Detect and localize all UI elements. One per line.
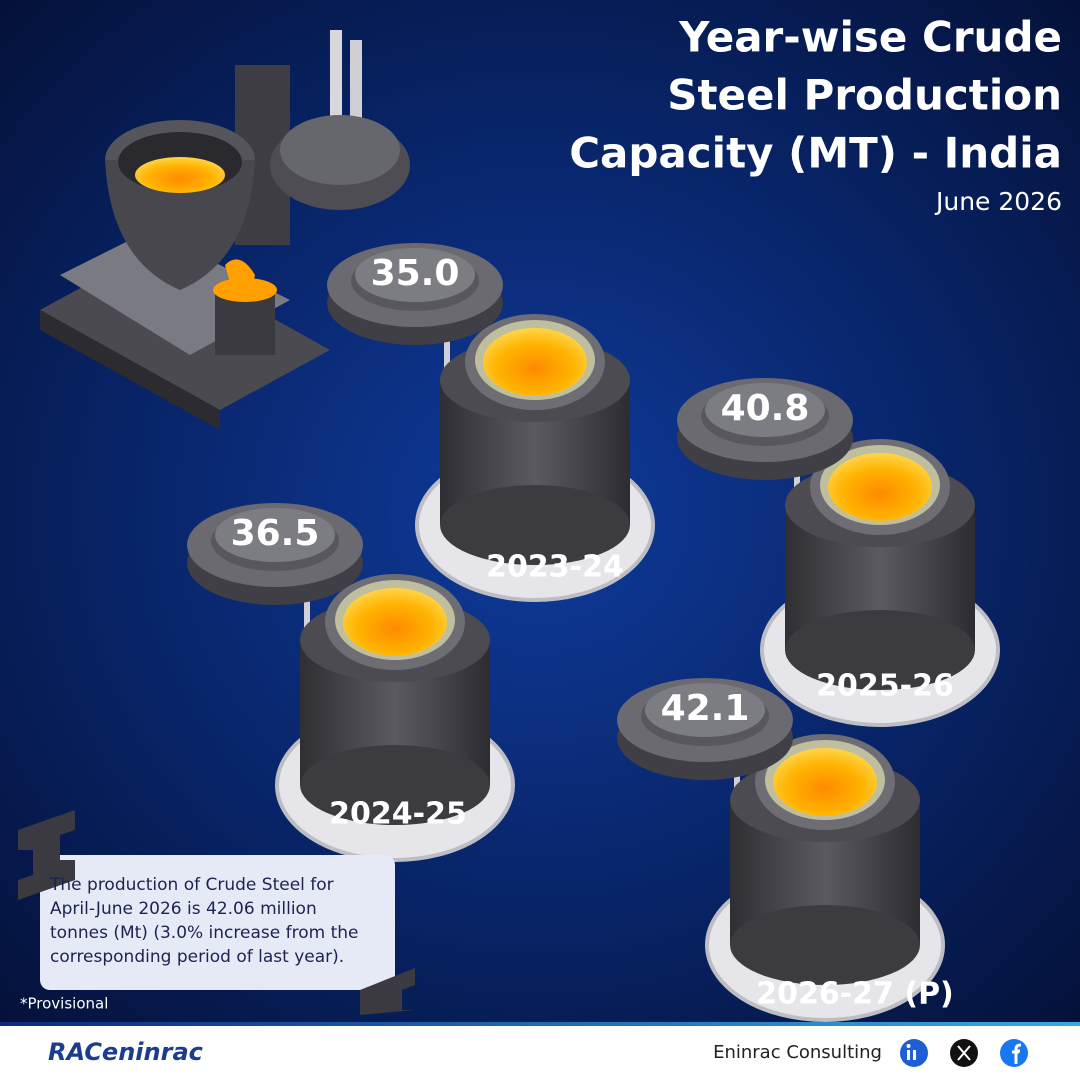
crucible: 35.0 xyxy=(327,243,655,602)
logo: RACeninrac xyxy=(48,1038,203,1066)
chart: 35.0 2023-24 36.5 2024-25 40.8 2025-26 42.1 202… xyxy=(187,243,1000,1022)
title-line: Capacity (MT) - India xyxy=(569,129,1062,178)
crucible-bottom xyxy=(440,485,630,565)
note-line: corresponding period of last year). xyxy=(50,947,344,967)
company-name: Eninrac Consulting xyxy=(713,1042,882,1063)
crucible: 42.1 xyxy=(617,678,945,1022)
subtitle: June 2026 xyxy=(934,187,1062,216)
value-label: 42.1 xyxy=(661,688,750,729)
value-label: 35.0 xyxy=(371,253,460,294)
value-label: 40.8 xyxy=(721,388,810,429)
social-icons xyxy=(900,1039,1028,1067)
lid-knob-top xyxy=(355,248,475,302)
crucible: 40.8 xyxy=(677,378,1000,727)
lid-knob-top xyxy=(215,508,335,562)
title-line: Steel Production xyxy=(667,71,1062,120)
molten-steel xyxy=(773,748,877,816)
note-line: tonnes (Mt) (3.0% increase from the xyxy=(50,923,358,943)
category-label: 2023-24 xyxy=(486,550,624,585)
note-line: The production of Crude Steel for xyxy=(49,875,334,895)
footer-rule xyxy=(0,1022,1080,1026)
category-label: 2024-25 xyxy=(329,797,467,832)
crucible: 36.5 xyxy=(187,503,515,862)
lid-knob-top xyxy=(645,683,765,737)
footnote: *Provisional xyxy=(20,995,108,1013)
value-label: 36.5 xyxy=(231,513,320,554)
category-label: 2025-26 xyxy=(816,669,954,704)
furnace-illustration xyxy=(40,30,410,430)
molten-steel xyxy=(343,588,447,656)
molten-steel xyxy=(828,453,932,521)
category-label: 2026-27 (P) xyxy=(756,977,954,1012)
lid-knob-top xyxy=(705,383,825,437)
crucible-bottom xyxy=(300,745,490,825)
crucible-bottom xyxy=(730,905,920,985)
crucible-bottom xyxy=(785,610,975,690)
title-line: Year-wise Crude xyxy=(678,13,1062,62)
note-line: April-June 2026 is 42.06 million xyxy=(50,899,317,919)
molten-steel xyxy=(483,328,587,396)
note-box xyxy=(18,810,415,1015)
